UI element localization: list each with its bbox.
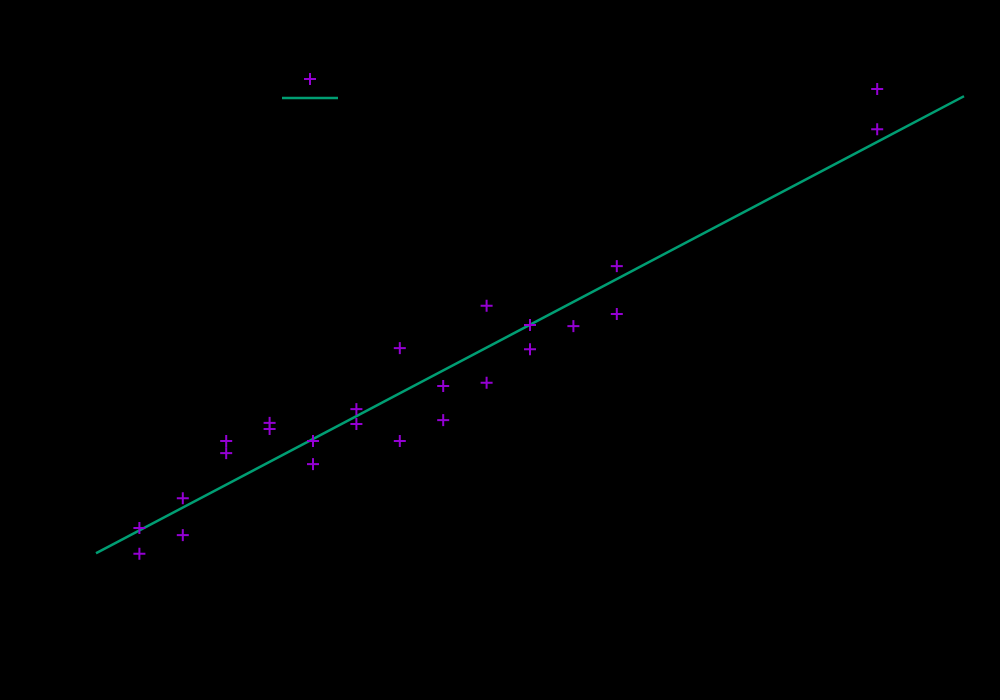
data-point-plus-icon	[524, 319, 536, 331]
data-point-plus-icon	[176, 492, 189, 505]
data-point-plus-icon	[133, 521, 146, 534]
data-point-plus-icon	[437, 414, 450, 427]
data-point-plus-icon	[304, 73, 316, 85]
data-point-plus-icon	[567, 320, 580, 333]
data-point-plus-icon	[871, 123, 884, 136]
data-point-plus-icon	[350, 403, 363, 416]
data-point-plus-icon	[133, 547, 146, 560]
legend-marker-plus-icon	[304, 73, 316, 85]
data-point-plus-icon	[307, 458, 319, 471]
data-point-plus-icon	[393, 342, 406, 355]
data-point-plus-icon	[263, 422, 276, 435]
data-point-plus-icon	[307, 435, 319, 448]
data-point-plus-icon	[220, 435, 233, 448]
data-point-plus-icon	[610, 260, 623, 273]
data-point-plus-icon	[524, 343, 536, 356]
data-point-plus-icon	[610, 308, 623, 320]
data-point-plus-icon	[871, 83, 884, 96]
data-point-plus-icon	[393, 435, 406, 448]
data-point-plus-icon	[480, 299, 493, 312]
legend	[282, 73, 338, 100]
data-point-plus-icon	[350, 418, 363, 430]
plot-area	[95, 83, 965, 560]
data-point-plus-icon	[176, 529, 189, 542]
data-point-plus-icon	[437, 380, 450, 393]
data-point-plus-icon	[220, 447, 233, 460]
data-point-plus-icon	[480, 376, 493, 389]
scatter-points	[133, 83, 884, 560]
